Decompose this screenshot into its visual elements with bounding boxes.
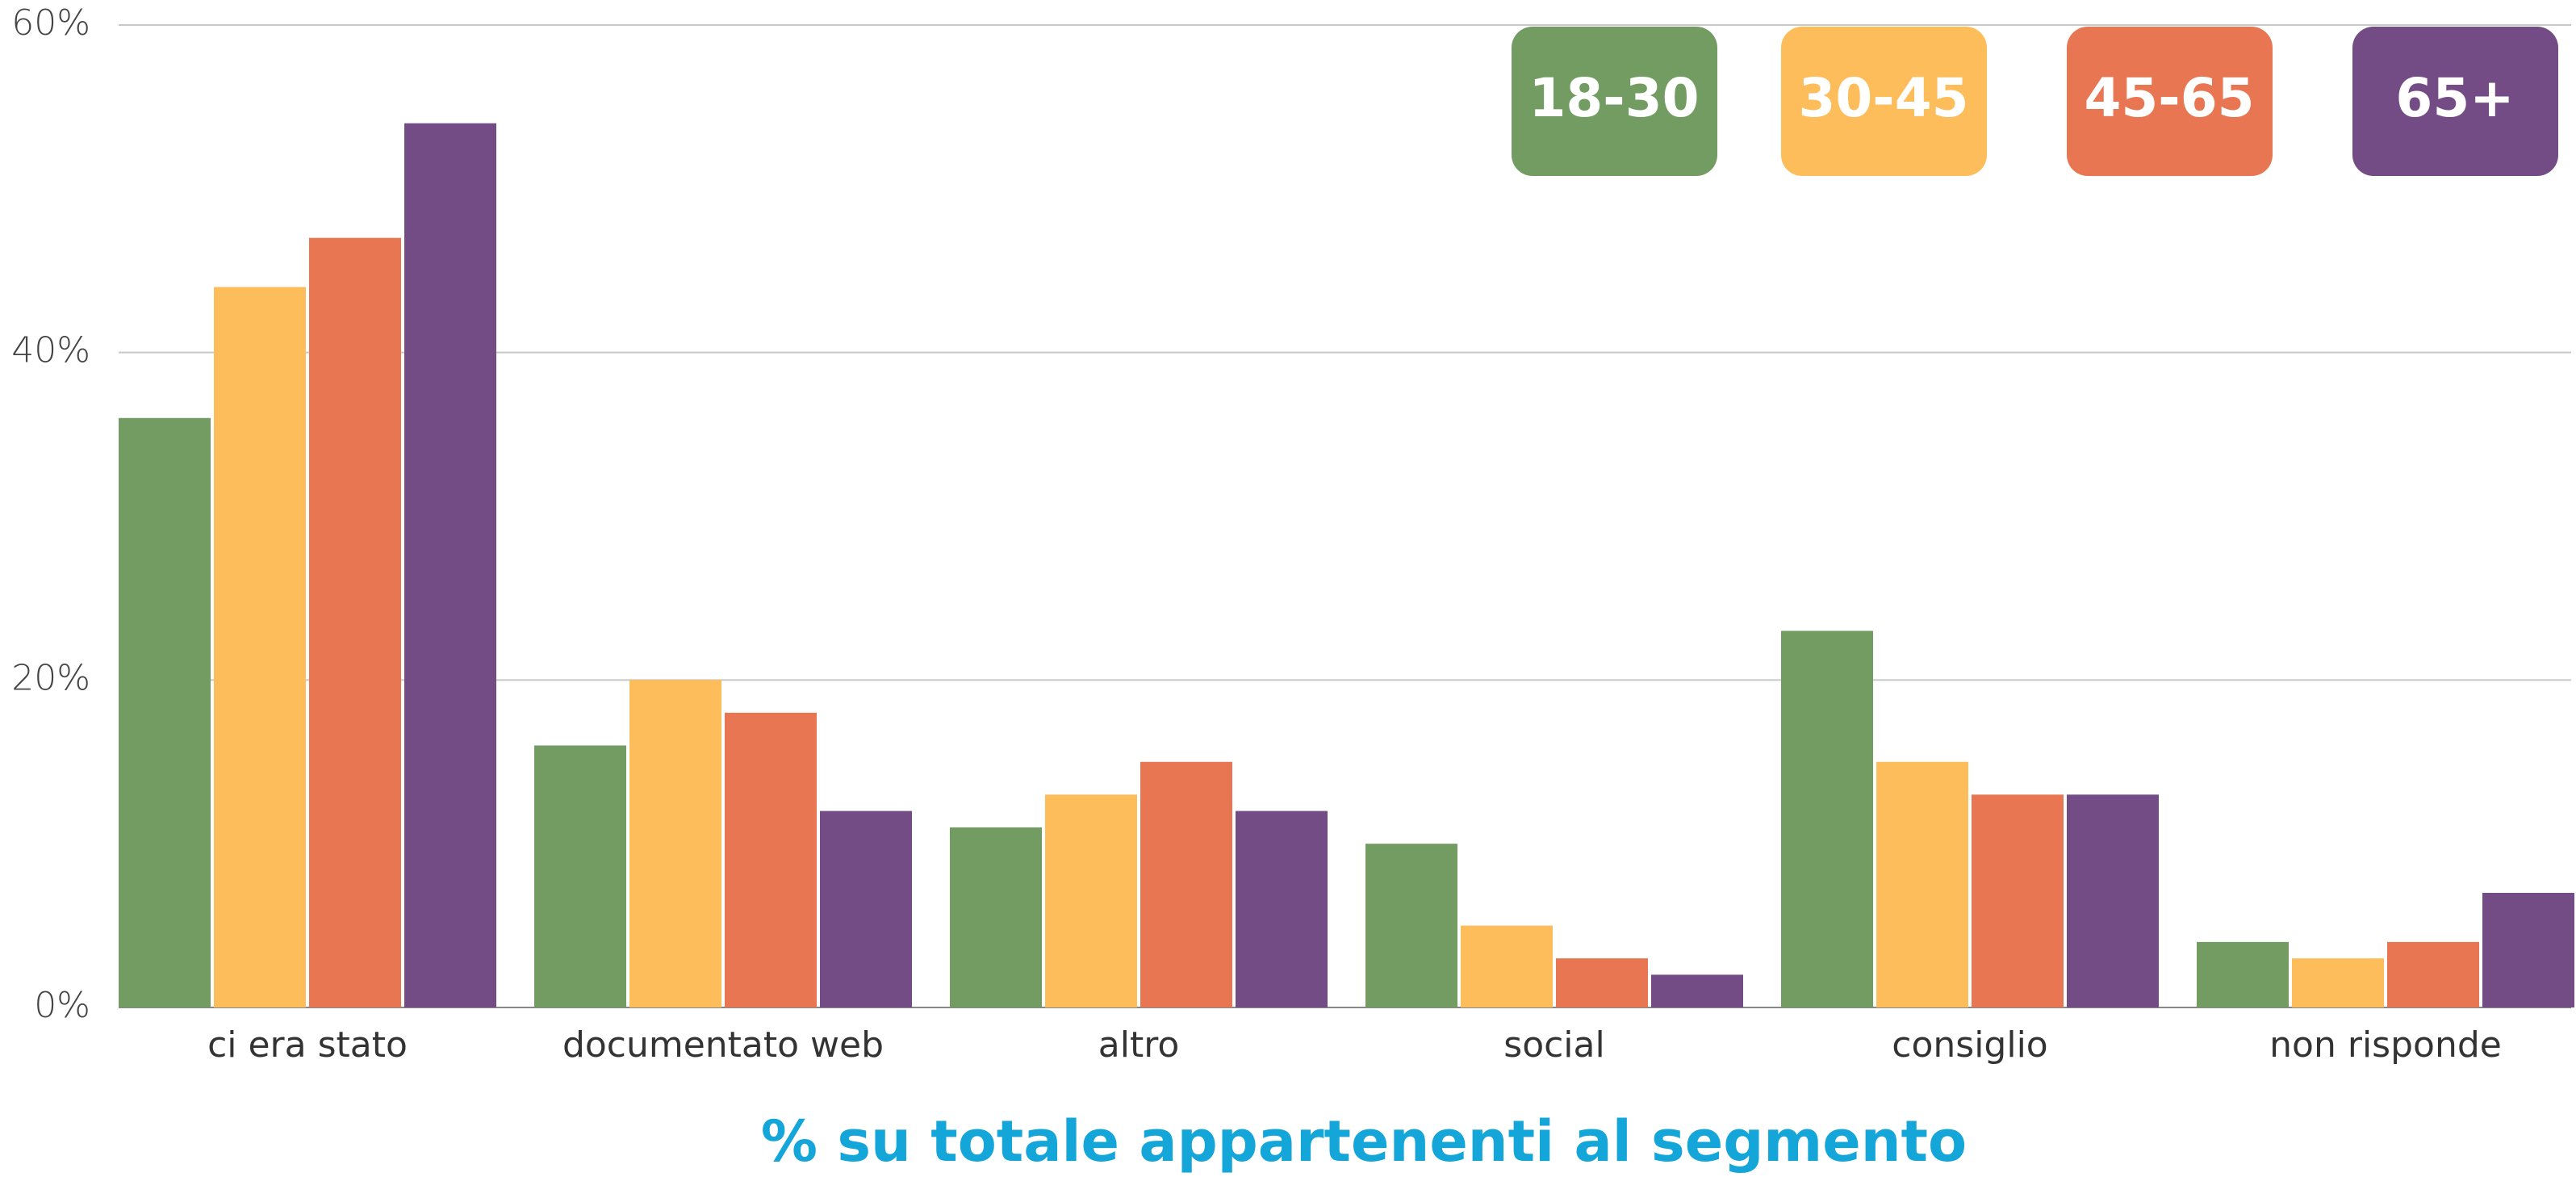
bar [2482, 893, 2574, 1007]
x-tick-label: ci era stato [207, 1024, 408, 1066]
x-tick-label: consiglio [1892, 1024, 2047, 1066]
bar [1651, 974, 1743, 1007]
y-tick-label: 40% [11, 330, 90, 371]
bar [534, 745, 626, 1007]
x-tick-label: altro [1098, 1024, 1179, 1066]
bar [119, 417, 211, 1007]
bar [1045, 794, 1137, 1007]
x-tick-label: documentato web [562, 1024, 884, 1066]
bar [2387, 941, 2479, 1007]
y-tick-label: 60% [11, 2, 90, 44]
x-tick-label: non risponde [2269, 1024, 2502, 1066]
bar [1972, 794, 2064, 1007]
bar [214, 287, 306, 1007]
y-tick-label: 0% [34, 985, 90, 1026]
bar [2292, 958, 2384, 1007]
bar [629, 680, 721, 1007]
bar [309, 237, 401, 1007]
bar [1461, 925, 1553, 1007]
bar [1365, 844, 1457, 1007]
legend-swatch [1512, 27, 1717, 176]
legend-label: 30-45 [1798, 67, 1968, 129]
bar [2067, 794, 2159, 1007]
bar [1236, 810, 1328, 1007]
bar [2197, 941, 2289, 1007]
bar [404, 123, 496, 1008]
bar [950, 827, 1042, 1007]
x-axis-label: % su totale appartenenti al segmento [761, 1108, 1967, 1175]
y-tick-label: 20% [11, 657, 90, 698]
bar [1876, 761, 1968, 1007]
bar [725, 712, 817, 1007]
bar [1140, 761, 1232, 1007]
bar [1556, 958, 1648, 1007]
legend-label: 45-65 [2084, 67, 2254, 129]
legend-swatch [2067, 27, 2273, 176]
x-tick-label: social [1503, 1024, 1604, 1066]
legend-swatch [2352, 27, 2558, 176]
bar [820, 810, 912, 1007]
legend-label: 65+ [2395, 67, 2514, 129]
bar [1781, 630, 1873, 1007]
legend-swatch [1781, 27, 1987, 176]
legend-label: 18-30 [1528, 67, 1699, 129]
